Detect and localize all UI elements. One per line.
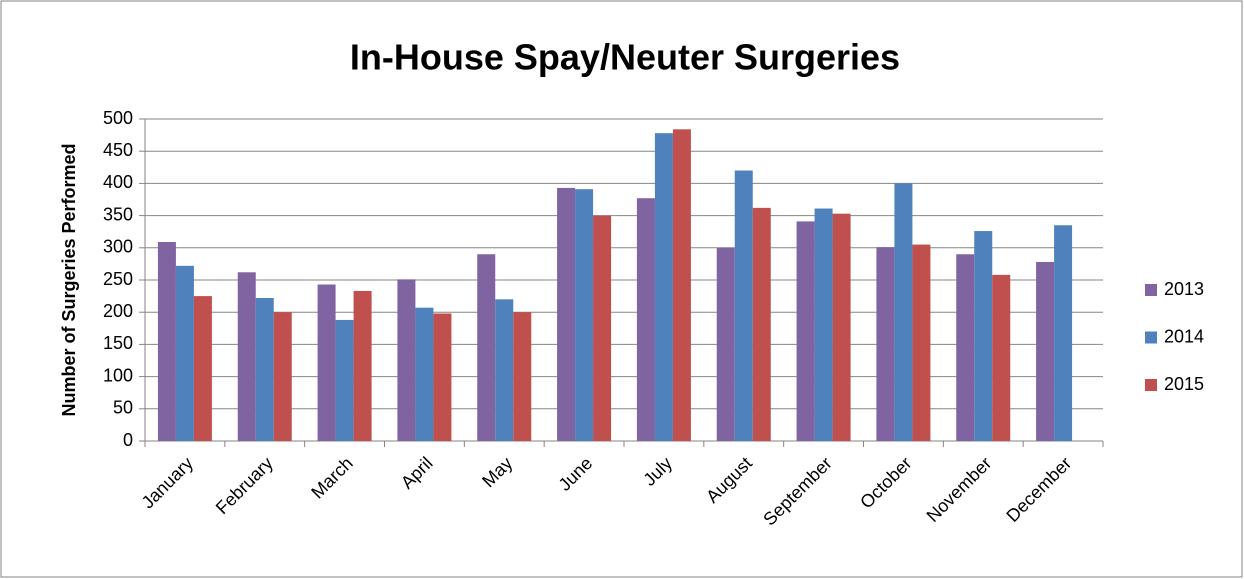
- bar: [477, 254, 496, 441]
- legend-swatch: [1145, 331, 1157, 344]
- bar: [157, 242, 176, 441]
- bar: [636, 198, 655, 441]
- bar: [814, 208, 833, 441]
- bar: [1054, 225, 1073, 441]
- bar: [796, 221, 815, 441]
- legend-swatch: [1145, 379, 1157, 391]
- y-tick-label: 100: [103, 365, 133, 385]
- y-tick-label: 400: [103, 172, 133, 192]
- bar: [557, 187, 576, 441]
- bar: [513, 312, 532, 441]
- bar: [672, 129, 691, 441]
- bar: [433, 313, 452, 441]
- bar: [876, 247, 895, 441]
- legend-label: 2014: [1164, 326, 1204, 346]
- bar: [237, 272, 256, 441]
- legend-swatch: [1145, 284, 1157, 296]
- bar: [353, 290, 372, 441]
- y-tick-label: 250: [103, 269, 133, 289]
- bar: [832, 213, 851, 441]
- y-tick-label: 50: [113, 398, 133, 418]
- bar: [273, 312, 292, 441]
- y-tick-label: 200: [103, 301, 133, 321]
- bar: [974, 231, 993, 441]
- bar: [335, 319, 354, 441]
- y-tick-label: 500: [103, 108, 133, 128]
- bar: [716, 247, 735, 441]
- bar: [317, 284, 336, 441]
- chart-title: In-House Spay/Neuter Surgeries: [350, 37, 900, 78]
- bar: [752, 207, 771, 441]
- bar: [255, 298, 274, 441]
- y-tick-label: 300: [103, 237, 133, 257]
- bar: [654, 133, 673, 441]
- bar: [193, 296, 212, 441]
- bar: [992, 274, 1011, 441]
- legend-label: 2013: [1164, 279, 1204, 299]
- bar: [734, 170, 753, 441]
- y-axis-label: Number of Surgeries Performed: [59, 143, 79, 416]
- bar: [956, 254, 975, 441]
- bar: [415, 307, 434, 441]
- y-tick-label: 150: [103, 333, 133, 353]
- bar: [912, 244, 931, 441]
- y-tick-label: 450: [103, 140, 133, 160]
- legend-label: 2015: [1164, 374, 1204, 394]
- y-tick-label: 0: [123, 430, 133, 450]
- bar: [575, 189, 594, 441]
- bar: [593, 215, 612, 441]
- bar: [894, 183, 913, 441]
- bar: [175, 265, 194, 441]
- y-tick-label: 350: [103, 204, 133, 224]
- bar: [397, 279, 416, 441]
- bar: [495, 299, 514, 441]
- bar: [1036, 261, 1055, 441]
